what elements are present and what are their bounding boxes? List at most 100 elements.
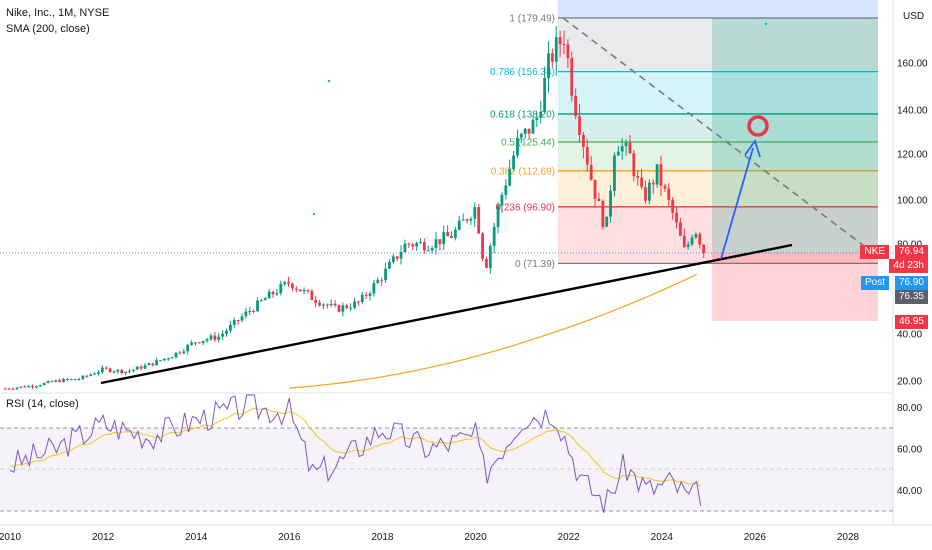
candle <box>523 127 527 139</box>
rsi-tick-label: 40.00 <box>897 486 922 497</box>
candle <box>279 280 283 296</box>
rsi-tick-label: 80.00 <box>897 403 922 414</box>
candle <box>446 225 450 237</box>
candle <box>147 362 151 366</box>
candle <box>93 371 96 375</box>
dashed-trend-line[interactable] <box>562 17 881 259</box>
candle <box>531 116 535 134</box>
candle <box>174 352 178 359</box>
candle <box>457 215 461 231</box>
candle <box>244 308 248 319</box>
candle <box>640 168 644 190</box>
candle <box>616 145 620 156</box>
candle <box>120 368 124 375</box>
candle <box>97 370 100 376</box>
fib-zone <box>558 18 878 72</box>
time-tick-label: 2024 <box>651 532 674 543</box>
candle <box>287 276 290 287</box>
candle <box>422 238 426 254</box>
candle <box>314 296 318 308</box>
candle <box>77 377 81 381</box>
candle <box>450 231 453 239</box>
price-tick-label: 20.00 <box>897 377 922 388</box>
candle <box>201 340 205 346</box>
candle <box>128 368 131 374</box>
symbol-legend[interactable]: Nike, Inc., 1M, NYSE <box>6 7 110 19</box>
projection-arrow[interactable] <box>720 139 761 260</box>
candle <box>601 199 605 230</box>
candle <box>186 343 190 355</box>
candle <box>271 290 275 298</box>
fib-level-label: 0.382 (112.69) <box>491 166 555 177</box>
candle <box>395 256 399 262</box>
rsi-line <box>9 394 702 513</box>
candle <box>632 150 636 182</box>
candle <box>325 303 329 309</box>
target-circle[interactable] <box>747 115 769 137</box>
candle <box>368 291 372 301</box>
candle <box>73 378 77 380</box>
candle <box>3 387 7 390</box>
marker-dot <box>764 22 768 26</box>
candle <box>702 244 706 258</box>
candle <box>232 317 236 329</box>
candle <box>372 279 376 297</box>
candle <box>442 225 446 250</box>
candle <box>380 277 384 286</box>
candle <box>465 218 469 224</box>
candle <box>306 289 310 294</box>
candle <box>42 382 46 386</box>
candle <box>205 337 209 343</box>
candle <box>663 183 667 192</box>
candle <box>558 30 562 58</box>
currency-label[interactable]: USD <box>903 11 924 22</box>
candle <box>671 197 675 220</box>
candle <box>605 216 609 227</box>
nke-symbol-tag: NKE <box>860 245 889 259</box>
candle <box>349 303 353 312</box>
candle <box>690 234 694 247</box>
candle <box>698 231 702 249</box>
candle <box>221 330 225 341</box>
rsi-legend[interactable]: RSI (14, close) <box>6 398 79 410</box>
candle <box>360 291 364 304</box>
candle <box>294 286 298 293</box>
candle <box>124 371 128 376</box>
candle <box>252 309 256 314</box>
time-tick-label: 2022 <box>558 532 581 543</box>
candle <box>337 304 341 313</box>
candle <box>163 358 166 362</box>
sma-200-line <box>289 273 697 389</box>
candle <box>384 262 387 283</box>
sma-legend[interactable]: SMA (200, close) <box>6 23 90 35</box>
rsi-pane[interactable] <box>0 394 893 513</box>
candle <box>11 387 15 390</box>
candle <box>54 379 58 383</box>
time-tick-label: 2014 <box>185 532 208 543</box>
rsi-axis[interactable]: 80.00 60.00 40.00 <box>897 403 922 497</box>
candle <box>562 30 566 55</box>
candle <box>170 356 174 359</box>
candle <box>388 259 391 270</box>
gray-price-tag: 76.35 <box>894 290 928 304</box>
fib-level-label: 0.618 (138.20) <box>490 109 555 120</box>
candle <box>341 302 345 317</box>
candle <box>488 243 492 275</box>
support-trend-line[interactable] <box>100 243 793 385</box>
price-tick-label: 140.00 <box>897 106 928 117</box>
long-position-tool[interactable] <box>558 0 878 321</box>
candle <box>182 348 186 355</box>
candle <box>27 385 31 388</box>
candle <box>644 180 647 204</box>
time-tick-label: 2028 <box>837 532 860 543</box>
time-tick-label: 2026 <box>744 532 767 543</box>
fibonacci-retracement[interactable]: 1 (179.49) 0.786 (156.34) 0.618 (138.20) 0.… <box>490 14 878 270</box>
fib-zone <box>558 142 878 171</box>
candle <box>50 380 54 383</box>
fib-level-label: 0.236 (96.90) <box>496 202 556 213</box>
time-axis[interactable]: 2010 2012 2014 2016 2018 2020 2022 2024 2026 2028 <box>0 532 860 543</box>
candle <box>19 386 23 389</box>
candle <box>225 328 228 337</box>
